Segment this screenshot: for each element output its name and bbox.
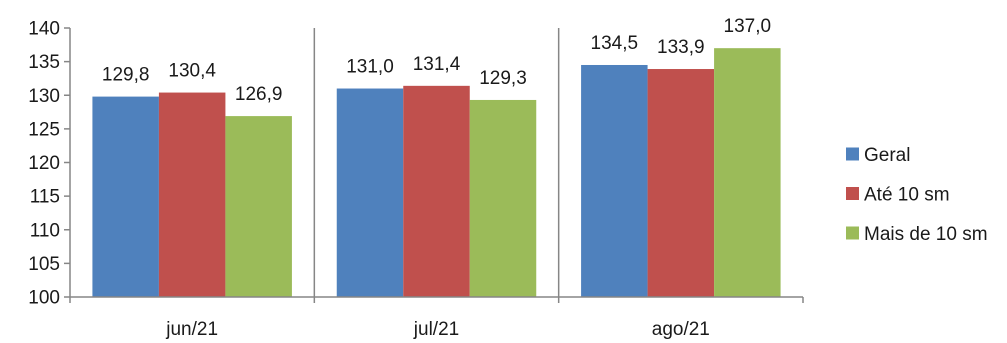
data-labels: 129,8 130,4 126,9 131,0 131,4 129,3 134,5 133,9… (102, 16, 771, 105)
data-label: 131,0 (346, 57, 394, 78)
legend-swatch (846, 147, 859, 161)
data-label: 137,0 (724, 16, 772, 37)
y-tick-label: 130 (28, 86, 60, 107)
y-axis: 100 105 110 115 120 125 130 135 140 (28, 19, 71, 309)
data-label: 129,3 (479, 68, 527, 89)
x-axis: jun/21 jul/21 ago/21 (70, 296, 803, 340)
y-tick-label: 125 (28, 119, 60, 140)
bar-geral (581, 64, 648, 297)
data-label: 133,9 (657, 37, 705, 58)
data-label: 129,8 (102, 65, 150, 86)
bar-mais-de-10-sm (714, 48, 781, 297)
legend-label: Geral (864, 145, 910, 166)
x-tick-label: jun/21 (165, 319, 218, 340)
data-label: 130,4 (168, 61, 216, 82)
y-tick-label: 135 (28, 52, 60, 73)
legend: Geral Até 10 sm Mais de 10 sm (846, 145, 988, 245)
x-tick-label: jul/21 (413, 319, 459, 340)
data-label: 134,5 (591, 33, 639, 54)
legend-swatch (846, 187, 859, 200)
data-label: 126,9 (235, 84, 283, 105)
bar-geral (92, 96, 159, 297)
bar-at-10-sm (403, 85, 470, 298)
y-tick-label: 100 (28, 288, 60, 309)
x-tick-label: ago/21 (652, 319, 710, 340)
y-tick-label: 110 (30, 220, 60, 241)
bar-at-10-sm (158, 92, 226, 297)
legend-swatch (846, 226, 859, 240)
legend-label: Mais de 10 sm (864, 224, 988, 245)
bars (92, 48, 781, 298)
y-tick-label: 115 (30, 187, 60, 208)
y-tick-label: 140 (28, 19, 60, 40)
bar-at-10-sm (647, 69, 715, 298)
category-separators (69, 28, 804, 303)
bar-geral (336, 88, 404, 298)
bar-mais-de-10-sm (469, 99, 537, 298)
data-label: 131,4 (413, 54, 461, 75)
y-tick-label: 105 (28, 254, 60, 275)
bar-mais-de-10-sm (225, 116, 292, 297)
legend-label: Até 10 sm (864, 185, 950, 206)
y-tick-label: 120 (28, 153, 60, 174)
